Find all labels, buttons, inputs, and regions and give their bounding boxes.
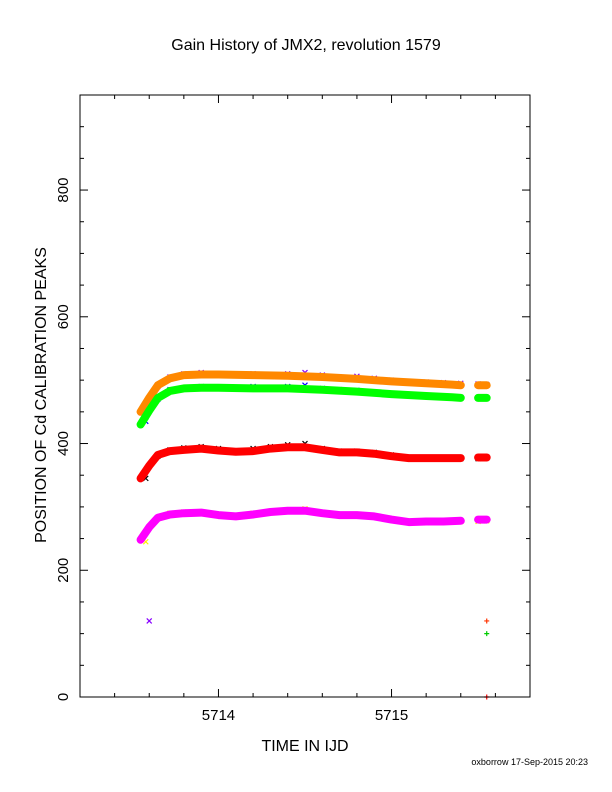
credit-stamp: oxborrow 17-Sep-2015 20:23 [471,757,588,767]
series-8 [136,443,465,483]
data-point [146,618,153,624]
series-4 [136,370,465,416]
series-13 [484,618,490,624]
x-tick-label: 5715 [375,707,408,724]
series-10 [136,506,465,544]
data-point [484,618,490,624]
series-14 [484,631,490,637]
y-tick-label: 400 [55,431,72,456]
y-tick-label: 0 [55,693,72,701]
plot-frame [79,94,531,698]
y-tick-label: 800 [55,178,72,203]
series-line [136,370,465,416]
chart-title: Gain History of JMX2, revolution 1579 [171,37,441,54]
x-tick-label: 5714 [202,707,235,724]
data-point [484,631,490,637]
series-line [136,443,465,483]
y-axis-label: POSITION OF Cd CALIBRATION PEAKS [33,247,50,543]
series-line [136,506,465,544]
chart-axes: 0 200 400 600 800 5714 5715 [55,94,531,724]
y-tick-label: 200 [55,558,72,583]
series-line [136,383,465,429]
y-tick-label: 600 [55,304,72,329]
x-axis-label: TIME IN IJD [261,738,349,755]
series-6 [136,383,465,429]
chart-marks [136,369,491,700]
series-12 [146,618,153,624]
